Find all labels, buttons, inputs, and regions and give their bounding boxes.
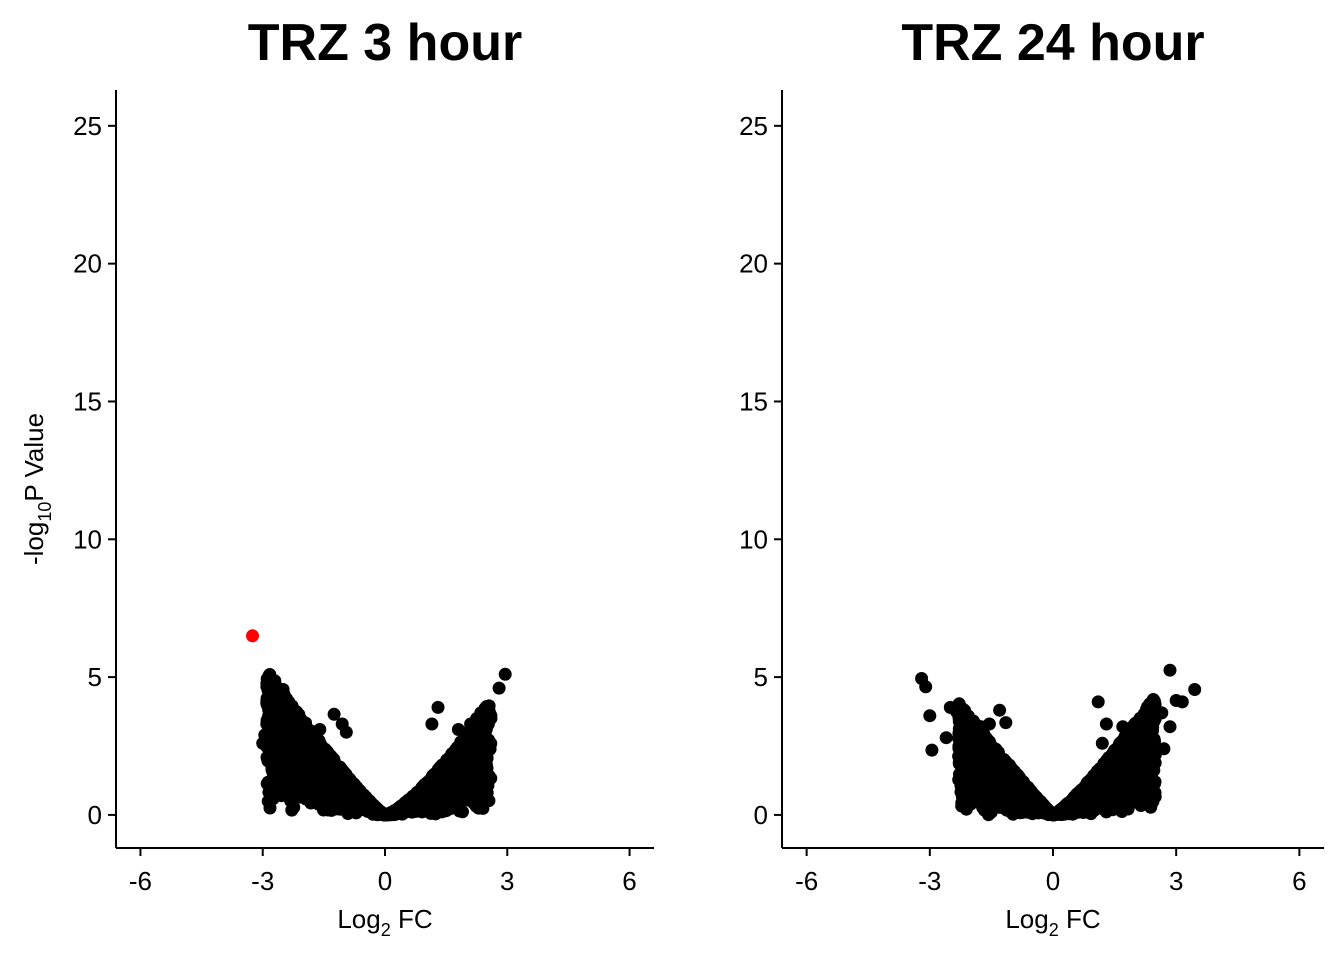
data-point [349,782,363,796]
y-tick-label: 5 [88,662,102,692]
data-point [284,706,298,720]
data-point [263,801,277,815]
data-point [457,742,471,756]
data-point [425,717,439,731]
data-point [336,767,350,781]
x-axis-label: Log2 FC [337,904,432,940]
data-point [315,749,329,763]
data-point [476,801,490,815]
data-point [256,736,270,750]
x-tick-label: 6 [622,866,636,896]
data-point [339,725,353,739]
data-point [285,803,299,817]
y-tick-label: 10 [73,524,102,554]
data-point [960,798,974,812]
data-point [310,792,323,806]
data-point [470,765,484,779]
x-tick-label: 0 [378,866,392,896]
data-point [441,765,455,779]
data-point [431,700,445,714]
panel-title: TRZ 3 hour [248,14,522,72]
data-point [288,769,302,783]
data-point [276,724,290,738]
data-point [276,683,290,696]
data-point [307,759,321,773]
x-tick-label: 3 [500,866,514,896]
axes-layer: 0 5 10 15 20 25 -6 -3 0 3 6 Log2 FC -log10P Value [19,90,654,940]
data-point [297,748,311,762]
data-point [492,681,506,695]
data-point [453,769,467,782]
panel-title: TRZ 24 hour [901,14,1204,72]
data-point [315,777,329,791]
data-point [458,731,471,745]
data-point [476,725,490,739]
x-tick-label: -6 [129,866,152,896]
data-point [421,804,435,818]
data-point [280,756,294,770]
y-tick-label: 15 [73,386,102,416]
y-tick-label: 0 [88,800,102,830]
y-tick-label: 20 [73,249,102,279]
panel-trz-3-hour: TRZ 3 hour 0 5 10 15 20 25 -6 -3 0 3 6 Log2 FC -log1… [19,14,654,940]
data-point [482,771,496,785]
data-point [446,796,460,810]
data-point [327,707,341,721]
data-point [278,782,292,796]
data-point [317,803,330,817]
y-tick-label: 25 [73,111,102,141]
data-point [260,717,274,731]
data-point [426,770,440,784]
data-point [329,798,343,812]
data-point [292,714,306,728]
data-point [379,808,393,822]
data-point [470,712,484,725]
data-point [296,735,310,748]
x-tick-label: -3 [251,866,274,896]
data-point [313,723,327,736]
data-point [498,667,512,681]
data-point [467,786,481,800]
data-point [430,785,444,799]
points-layer [246,629,512,822]
data-point [405,798,419,812]
data-point [340,795,354,809]
points-layer [915,663,1202,822]
y-axis-label: -log10P Value [19,413,55,565]
highlighted-point [246,629,259,643]
data-point [472,736,486,750]
data-point [429,795,443,809]
data-point [477,755,491,769]
data-point [333,785,347,799]
data-point [1146,754,1160,768]
